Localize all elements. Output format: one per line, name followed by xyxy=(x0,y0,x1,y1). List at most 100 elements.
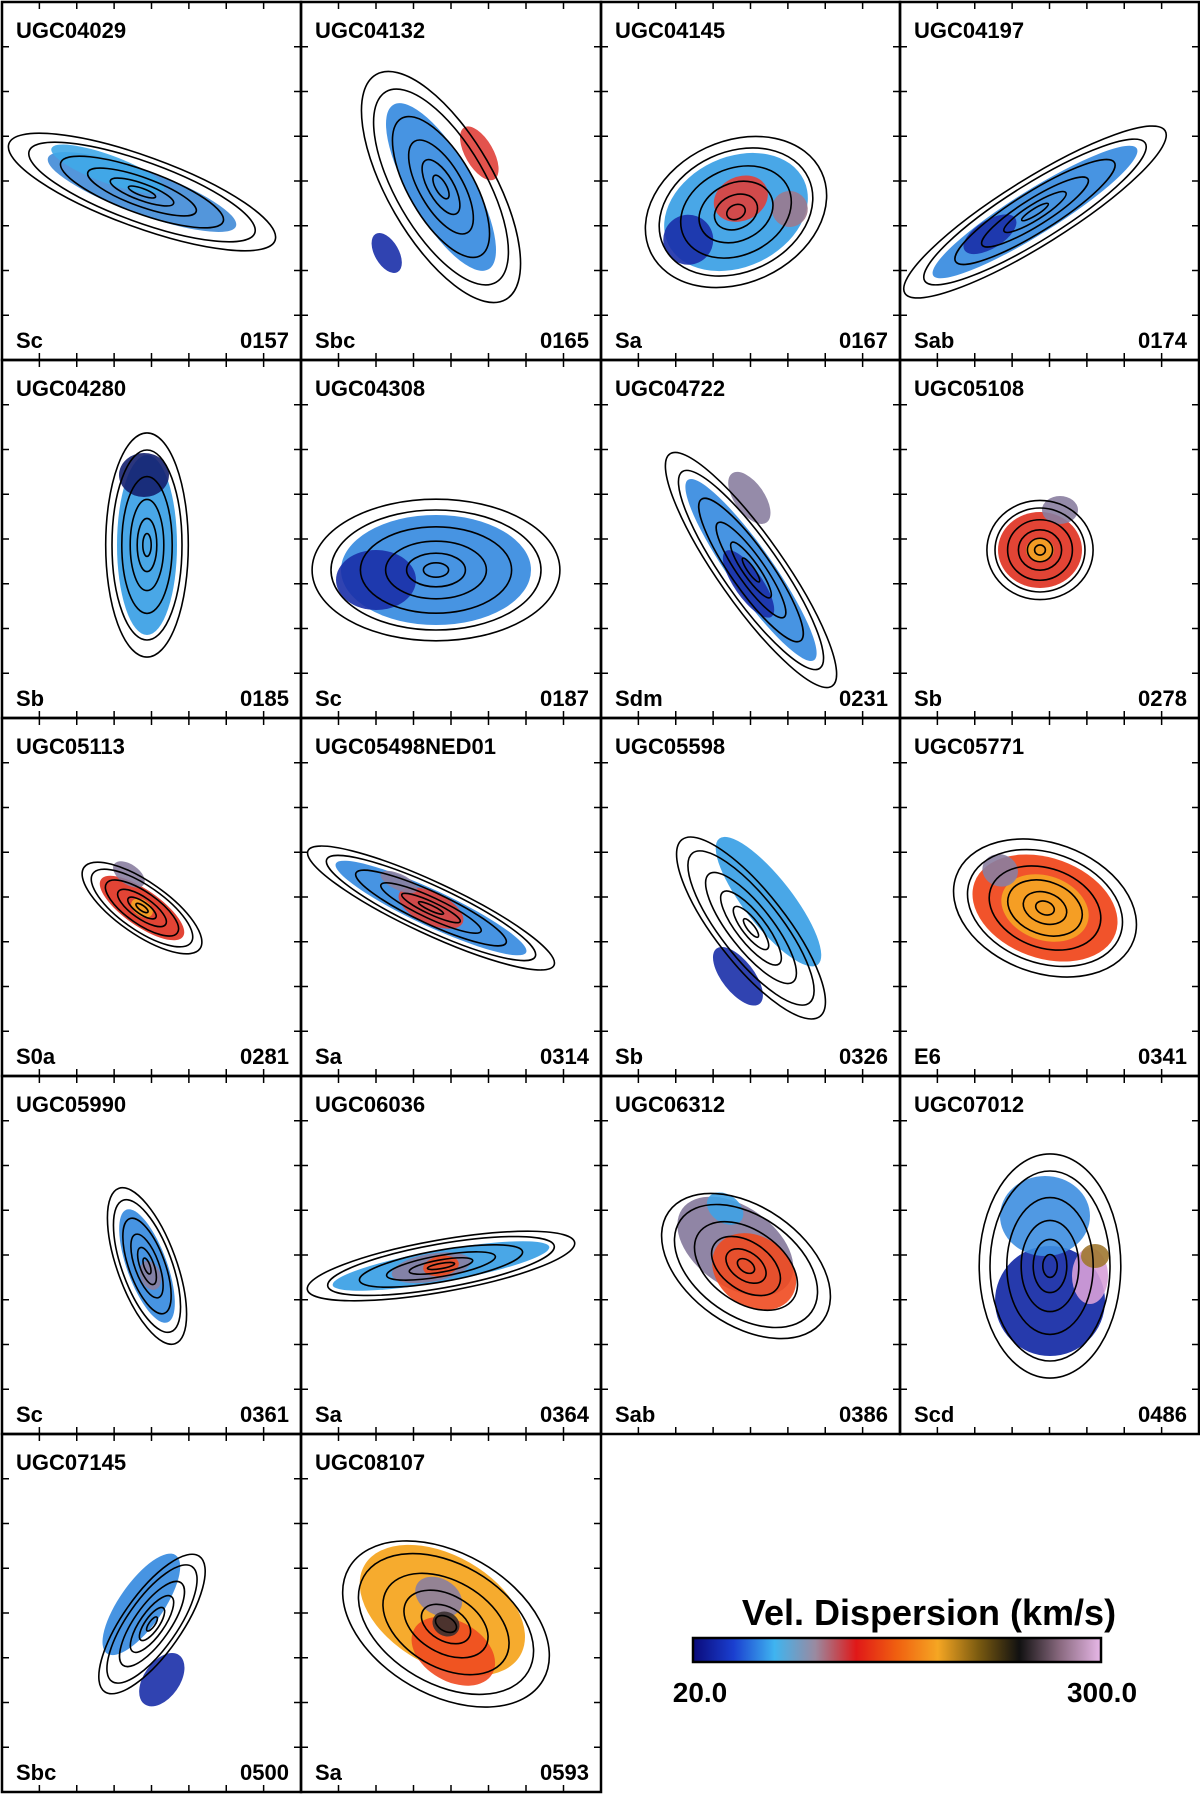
dispersion-region xyxy=(1081,1244,1109,1268)
contour-line xyxy=(111,449,183,641)
contour-line xyxy=(142,1257,152,1275)
isophote-contours xyxy=(952,838,1138,978)
morphological-type: Sb xyxy=(16,686,44,711)
isophote-contours xyxy=(675,836,827,1020)
isophote-contours xyxy=(341,1540,551,1708)
panel-ugc04722: UGC04722 Sdm 0231 xyxy=(599,358,902,720)
contour-line xyxy=(742,917,760,939)
contour-line xyxy=(306,1230,576,1302)
contour-line xyxy=(400,892,462,924)
panel-ugc04132: UGC04132 Sbc 0165 xyxy=(299,0,603,362)
dispersion-region xyxy=(398,887,464,929)
dispersion-map xyxy=(102,1553,185,1707)
contour-line xyxy=(104,432,190,658)
galaxy-id: 0174 xyxy=(1138,328,1188,353)
contour-line xyxy=(407,139,475,235)
dispersion-map xyxy=(995,1176,1109,1356)
contour-line xyxy=(118,1580,186,1668)
galaxy-name: UGC07012 xyxy=(914,1092,1024,1117)
colorbar-title: Vel. Dispersion (km/s) xyxy=(742,1592,1116,1633)
contour-line xyxy=(1007,879,1083,937)
dispersion-region xyxy=(1001,874,1089,942)
isophote-contours xyxy=(306,845,556,971)
contour-line xyxy=(136,1246,158,1286)
contour-line xyxy=(358,1243,524,1289)
morphological-type: Sc xyxy=(16,1402,43,1427)
contour-line xyxy=(1005,1196,1095,1336)
dispersion-map xyxy=(998,496,1082,588)
contour-line xyxy=(104,879,180,937)
contour-line xyxy=(741,557,761,583)
panel-ugc07145: UGC07145 Sbc 0500 xyxy=(0,1432,303,1794)
dispersion-region xyxy=(119,453,169,497)
galaxy-name: UGC05598 xyxy=(615,734,725,759)
contour-line xyxy=(109,177,175,207)
galaxy-name: UGC04132 xyxy=(315,18,425,43)
galaxy-id: 0278 xyxy=(1138,686,1187,711)
dispersion-region xyxy=(336,550,416,610)
panel-frame xyxy=(299,716,603,1078)
morphological-type: Sab xyxy=(615,1402,655,1427)
axis-ticks xyxy=(601,2,900,360)
contour-line xyxy=(106,1564,198,1684)
galaxy-id: 0281 xyxy=(240,1044,289,1069)
dispersion-region xyxy=(386,103,496,271)
dispersion-map xyxy=(332,1241,550,1291)
contour-line xyxy=(1034,900,1056,916)
contour-line xyxy=(127,185,157,199)
galaxy-id: 0341 xyxy=(1138,1044,1187,1069)
contour-line xyxy=(420,1603,472,1645)
contour-line xyxy=(719,890,783,966)
isophote-contours xyxy=(104,432,190,658)
isophote-contours xyxy=(106,1186,188,1346)
isophote-contours xyxy=(978,1153,1122,1379)
contour-line xyxy=(644,135,828,289)
morphological-type: Sa xyxy=(315,1044,343,1069)
contour-line xyxy=(664,451,838,689)
galaxy-id: 0486 xyxy=(1138,1402,1187,1427)
contour-line xyxy=(359,525,513,615)
contour-line xyxy=(1017,529,1063,571)
galaxy-name: UGC06312 xyxy=(615,1092,725,1117)
contour-line xyxy=(326,1235,556,1297)
contour-line xyxy=(922,138,1148,286)
galaxy-name: UGC05113 xyxy=(16,734,125,759)
contour-line xyxy=(385,1251,497,1281)
contour-line xyxy=(405,552,467,588)
contour-line xyxy=(426,1261,456,1271)
contour-line xyxy=(408,1256,474,1276)
axis-ticks xyxy=(301,1076,601,1434)
contour-line xyxy=(136,517,158,573)
contour-line xyxy=(687,850,815,1006)
contour-line xyxy=(325,854,537,962)
dispersion-region xyxy=(771,190,808,227)
axis-ticks xyxy=(900,718,1199,1076)
axis-ticks xyxy=(601,1076,900,1434)
contour-line xyxy=(994,507,1086,593)
contour-line xyxy=(675,836,827,1020)
galaxy-name: UGC08107 xyxy=(315,1450,425,1475)
galaxy-name: UGC05498NED01 xyxy=(315,734,496,759)
dispersion-region xyxy=(728,471,771,524)
dispersion-map xyxy=(371,103,499,273)
contour-line xyxy=(98,1553,206,1695)
contour-line xyxy=(422,562,450,578)
galaxy-id: 0593 xyxy=(540,1760,589,1785)
contour-line xyxy=(697,497,805,643)
contour-line xyxy=(126,896,158,920)
contour-line xyxy=(432,174,450,200)
contour-line xyxy=(382,1572,510,1676)
contour-line xyxy=(311,498,561,642)
galaxy-id: 0314 xyxy=(540,1044,590,1069)
dispersion-map xyxy=(972,854,1118,962)
contour-line xyxy=(90,868,194,948)
contour-line xyxy=(341,1540,551,1708)
panel-ugc05108: UGC05108 Sb 0278 xyxy=(898,358,1200,720)
contour-line xyxy=(145,1616,159,1632)
morphological-type: Sbc xyxy=(16,1760,56,1785)
contour-line xyxy=(434,1614,458,1634)
contour-line xyxy=(715,521,787,619)
morphological-type: Sbc xyxy=(315,328,355,353)
contour-line xyxy=(403,1589,489,1659)
